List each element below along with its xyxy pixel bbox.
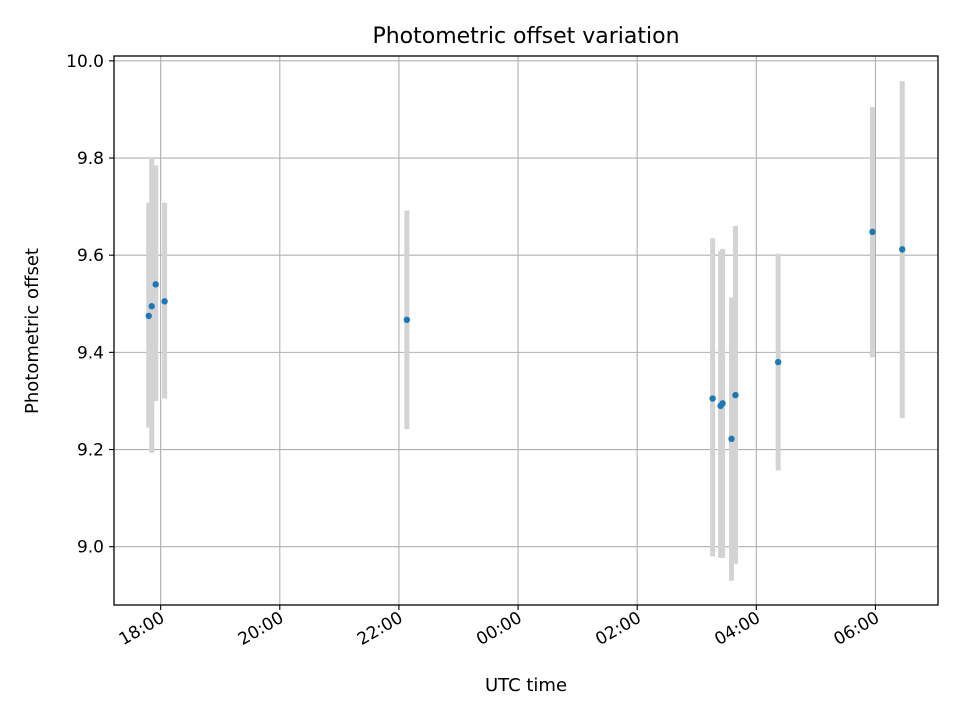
y-tick-label: 9.8 [77, 149, 104, 169]
data-point [403, 316, 411, 324]
data-point [774, 358, 782, 366]
y-tick-label: 10.0 [66, 52, 104, 72]
data-point [152, 281, 159, 288]
y-tick-label: 9.6 [77, 246, 104, 266]
plot-frame [113, 55, 939, 606]
data-point [719, 400, 726, 407]
data-point [161, 298, 168, 305]
x-axis-label: UTC time [485, 675, 567, 696]
y-axis-label: Photometric offset [22, 248, 43, 414]
chart-title: Photometric offset variation [372, 24, 679, 49]
data-point [145, 312, 152, 320]
data-points [145, 228, 906, 443]
data-point [709, 395, 716, 402]
data-point [148, 303, 155, 310]
grid [114, 56, 938, 605]
data-point [899, 246, 906, 253]
data-point [732, 391, 739, 399]
data-point [728, 435, 735, 443]
y-tick-label: 9.4 [77, 343, 104, 363]
data-point [869, 228, 876, 236]
y-tick-label: 9.0 [77, 538, 104, 558]
y-tick-label: 9.2 [77, 441, 104, 461]
